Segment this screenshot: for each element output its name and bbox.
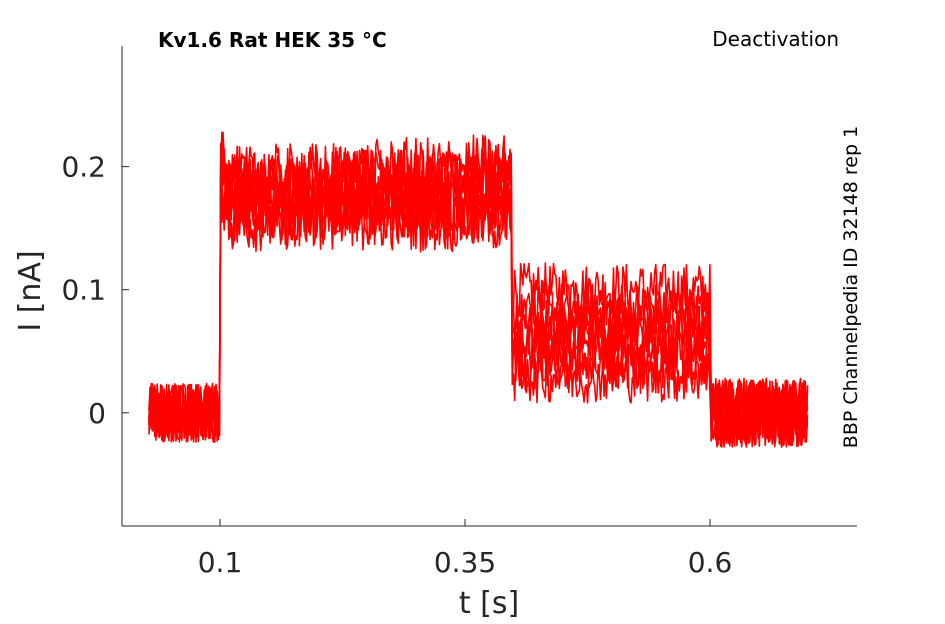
x-tick-label: 0.1 (198, 546, 243, 579)
y-tick-label: 0 (88, 397, 106, 430)
y-axis-label: I [nA] (13, 250, 48, 331)
y-tick-label: 0.1 (61, 274, 106, 307)
ticks: 0.1 0.35 0.6 0 0.1 0.2 (61, 151, 732, 579)
y-tick-label: 0.2 (61, 151, 106, 184)
traces (148, 131, 809, 448)
chart-subtitle: Deactivation (712, 27, 839, 51)
current-trace (148, 153, 809, 446)
x-axis-label: t [s] (459, 586, 519, 621)
axes (121, 46, 857, 527)
side-label: BBP Channelpedia ID 32148 rep 1 (840, 126, 862, 448)
chart-title: Kv1.6 Rat HEK 35 °C (158, 28, 387, 52)
x-tick-label: 0.35 (434, 546, 496, 579)
x-tick-label: 0.6 (688, 546, 733, 579)
